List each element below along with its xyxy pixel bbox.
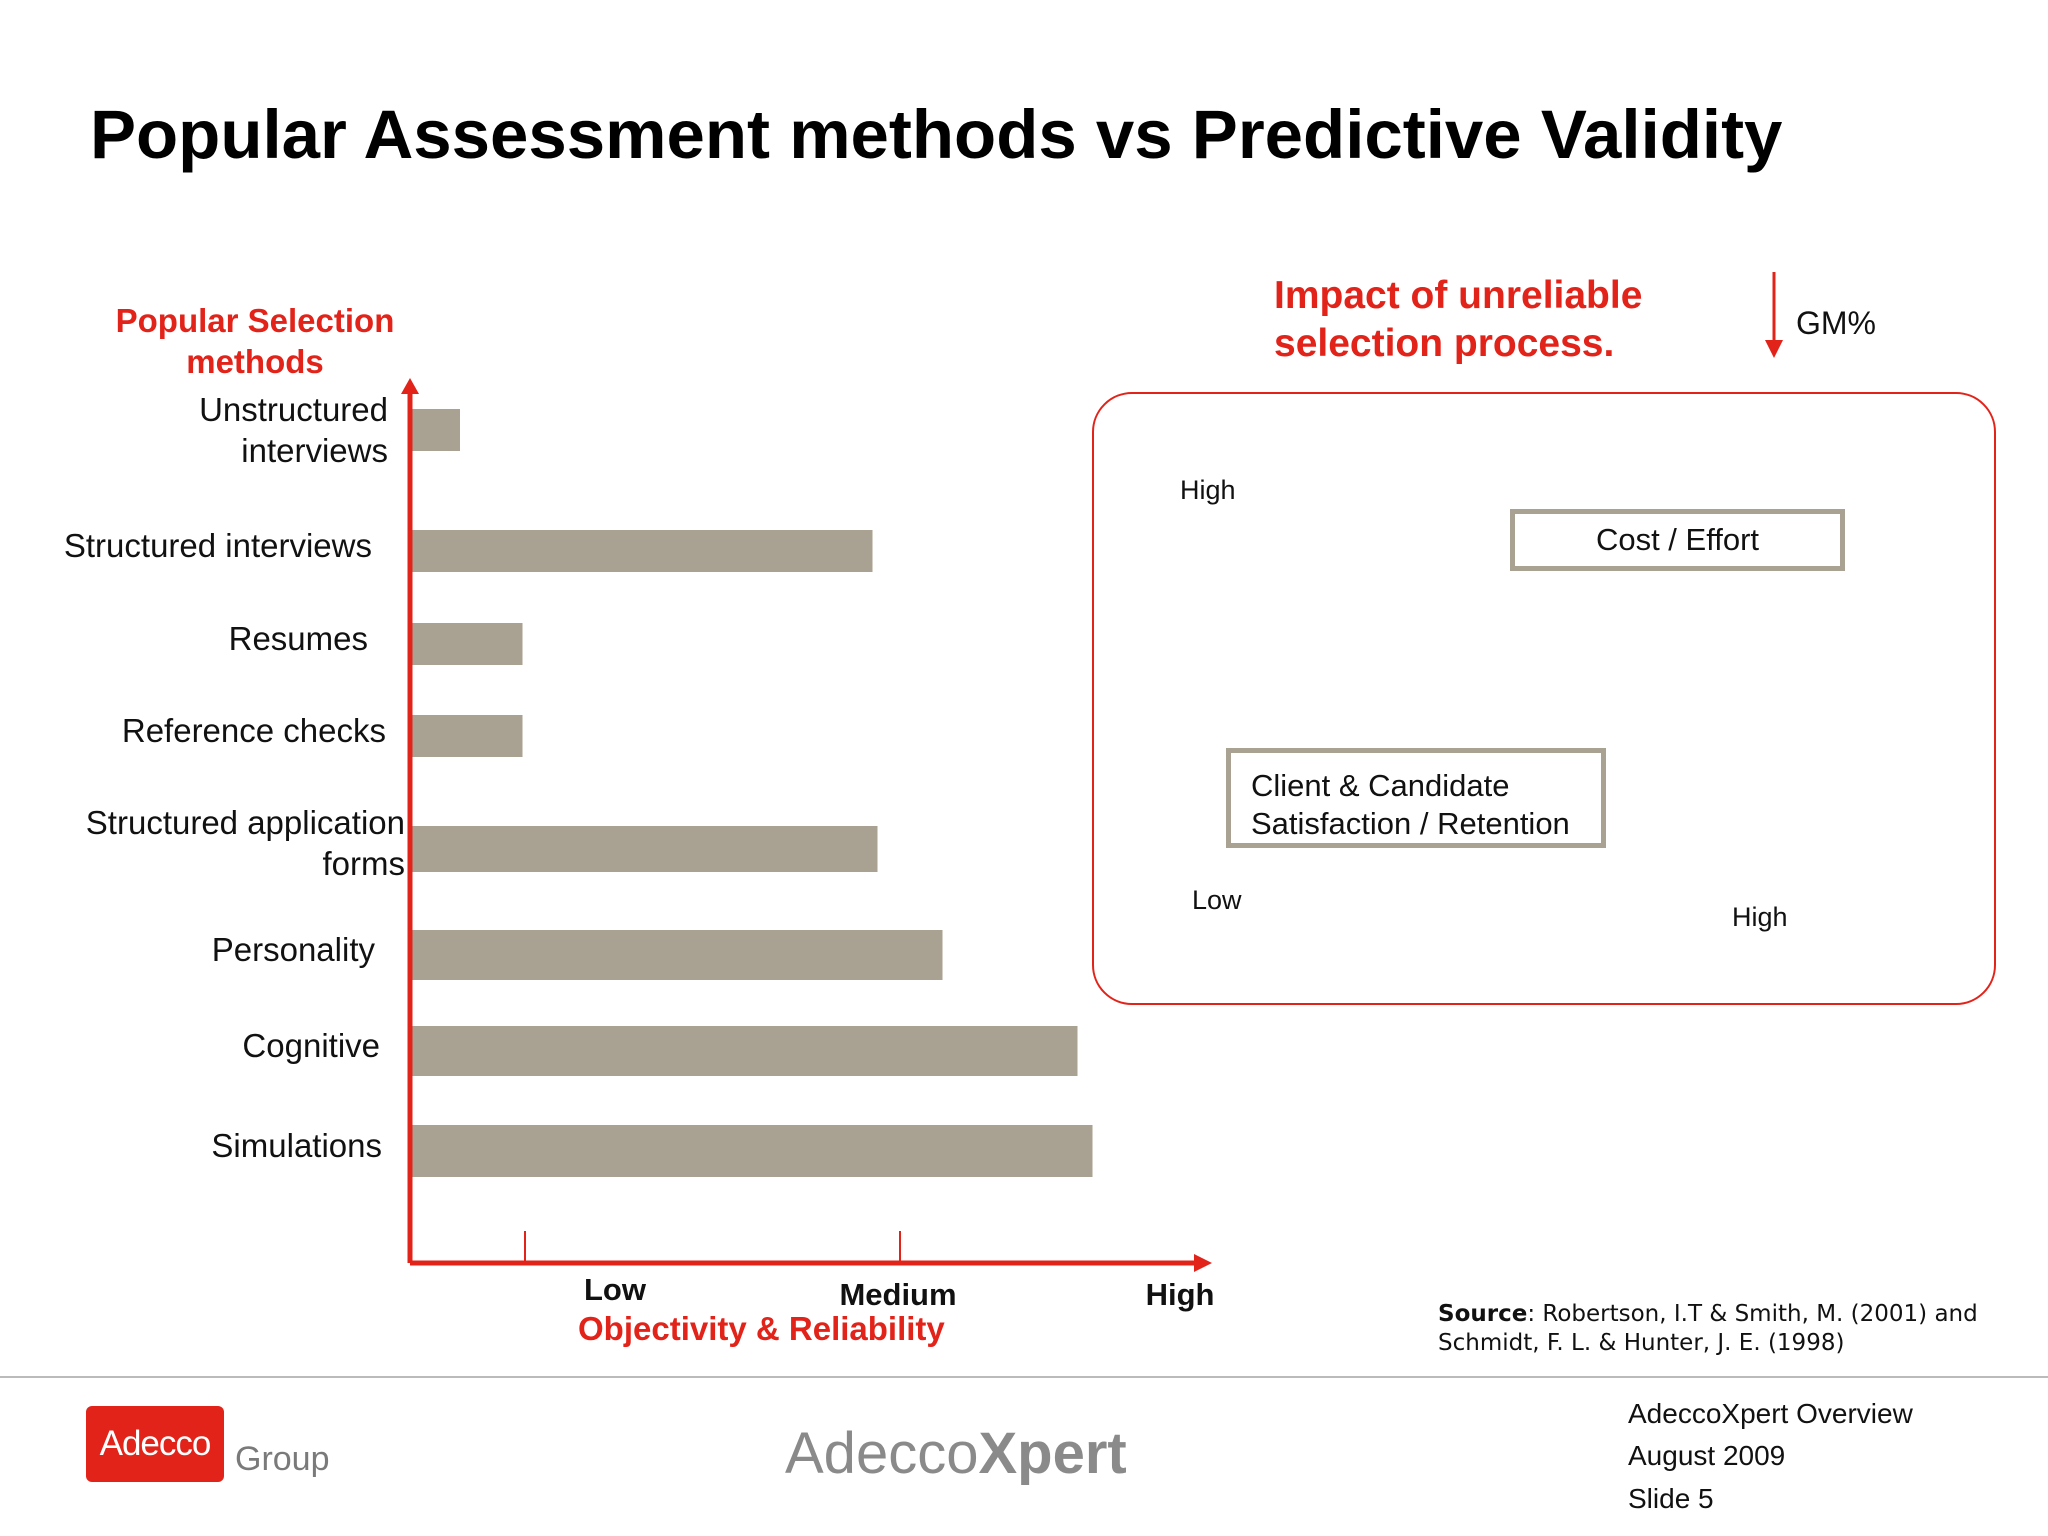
- x-low-label: Low: [1192, 885, 1242, 915]
- slide-title: Popular Assessment methods vs Predictive…: [90, 96, 1783, 173]
- footer-meta-line1: AdeccoXpert Overview: [1628, 1398, 1913, 1429]
- category-label: Structured interviews: [64, 525, 372, 566]
- category-label-line: Simulations: [211, 1126, 382, 1164]
- category-label: Resumes: [229, 618, 368, 659]
- bar: [410, 1026, 1078, 1076]
- gm-label: GM%: [1796, 305, 1876, 341]
- category-label-line: Resumes: [228, 619, 368, 657]
- bar: [410, 930, 943, 980]
- bar: [410, 409, 460, 451]
- footer-divider: [0, 1376, 2048, 1378]
- x-tick-label: Medium: [839, 1277, 957, 1312]
- x-high-label: High: [1732, 902, 1788, 932]
- bar: [410, 715, 523, 757]
- x-axis-title: Objectivity & Reliability: [578, 1310, 945, 1347]
- footer-meta-line2: August 2009: [1628, 1440, 1786, 1471]
- category-label-line: Structured interviews: [63, 526, 372, 564]
- category-label: Structured application forms: [86, 802, 405, 884]
- source-citation: Source: Robertson, I.T & Smith, M. (2001…: [1438, 1300, 2018, 1358]
- category-label: Cognitive: [242, 1025, 380, 1066]
- category-label-line: Personality: [211, 930, 375, 968]
- client-satisfaction-line2: Satisfaction / Retention: [1251, 806, 1570, 841]
- bars-group: [410, 409, 1093, 1177]
- cost-effort-box: Cost / Effort: [1510, 509, 1845, 571]
- bar: [410, 826, 878, 872]
- y-axis-title: Popular Selection methods: [115, 302, 395, 380]
- y-high-label: High: [1180, 475, 1236, 505]
- bar: [410, 623, 523, 665]
- category-label-line: forms: [322, 845, 406, 882]
- category-label-line: interviews: [241, 432, 388, 469]
- adecco-logo: Adecco: [86, 1406, 224, 1482]
- category-label: Personality: [212, 929, 375, 970]
- adecco-group-text: Group: [235, 1440, 330, 1478]
- footer-meta-line3: Slide 5: [1628, 1483, 1714, 1514]
- cost-effort-label: Cost / Effort: [1595, 522, 1760, 557]
- source-body: : Robertson, I.T & Smith, M. (2001) and …: [1438, 1301, 1978, 1356]
- client-satisfaction-box: Client & Candidate Satisfaction / Retent…: [1226, 748, 1606, 848]
- impact-title: Impact of unreliable selection process.: [1274, 274, 1643, 365]
- client-satisfaction-line1: Client & Candidate: [1251, 768, 1510, 803]
- y-axis-arrowhead: [401, 378, 419, 394]
- gm-down-arrow-icon: [1762, 272, 1786, 358]
- xpert-logo-bold: Xpert: [978, 1421, 1127, 1486]
- category-label: Reference checks: [122, 710, 386, 751]
- category-label: Unstructured interviews: [199, 389, 388, 471]
- category-label-line: Cognitive: [242, 1026, 380, 1064]
- adecco-xpert-logo: AdeccoXpert: [785, 1420, 1127, 1487]
- category-label-line: Structured application: [85, 804, 405, 841]
- axes-group: [401, 378, 1212, 1272]
- source-label: Source: [1438, 1301, 1528, 1327]
- impact-panel: [1092, 392, 1996, 1005]
- x-axis-arrowhead: [1194, 1254, 1212, 1272]
- category-label-line: Reference checks: [121, 711, 386, 749]
- x-tick-label: Low: [584, 1272, 646, 1307]
- x-tick-label: High: [1145, 1277, 1215, 1312]
- bar: [410, 1125, 1093, 1177]
- category-label: Simulations: [211, 1125, 382, 1166]
- xpert-logo-light: Adecco: [785, 1421, 979, 1486]
- bar: [410, 530, 873, 572]
- category-label-line: Unstructured: [199, 391, 388, 428]
